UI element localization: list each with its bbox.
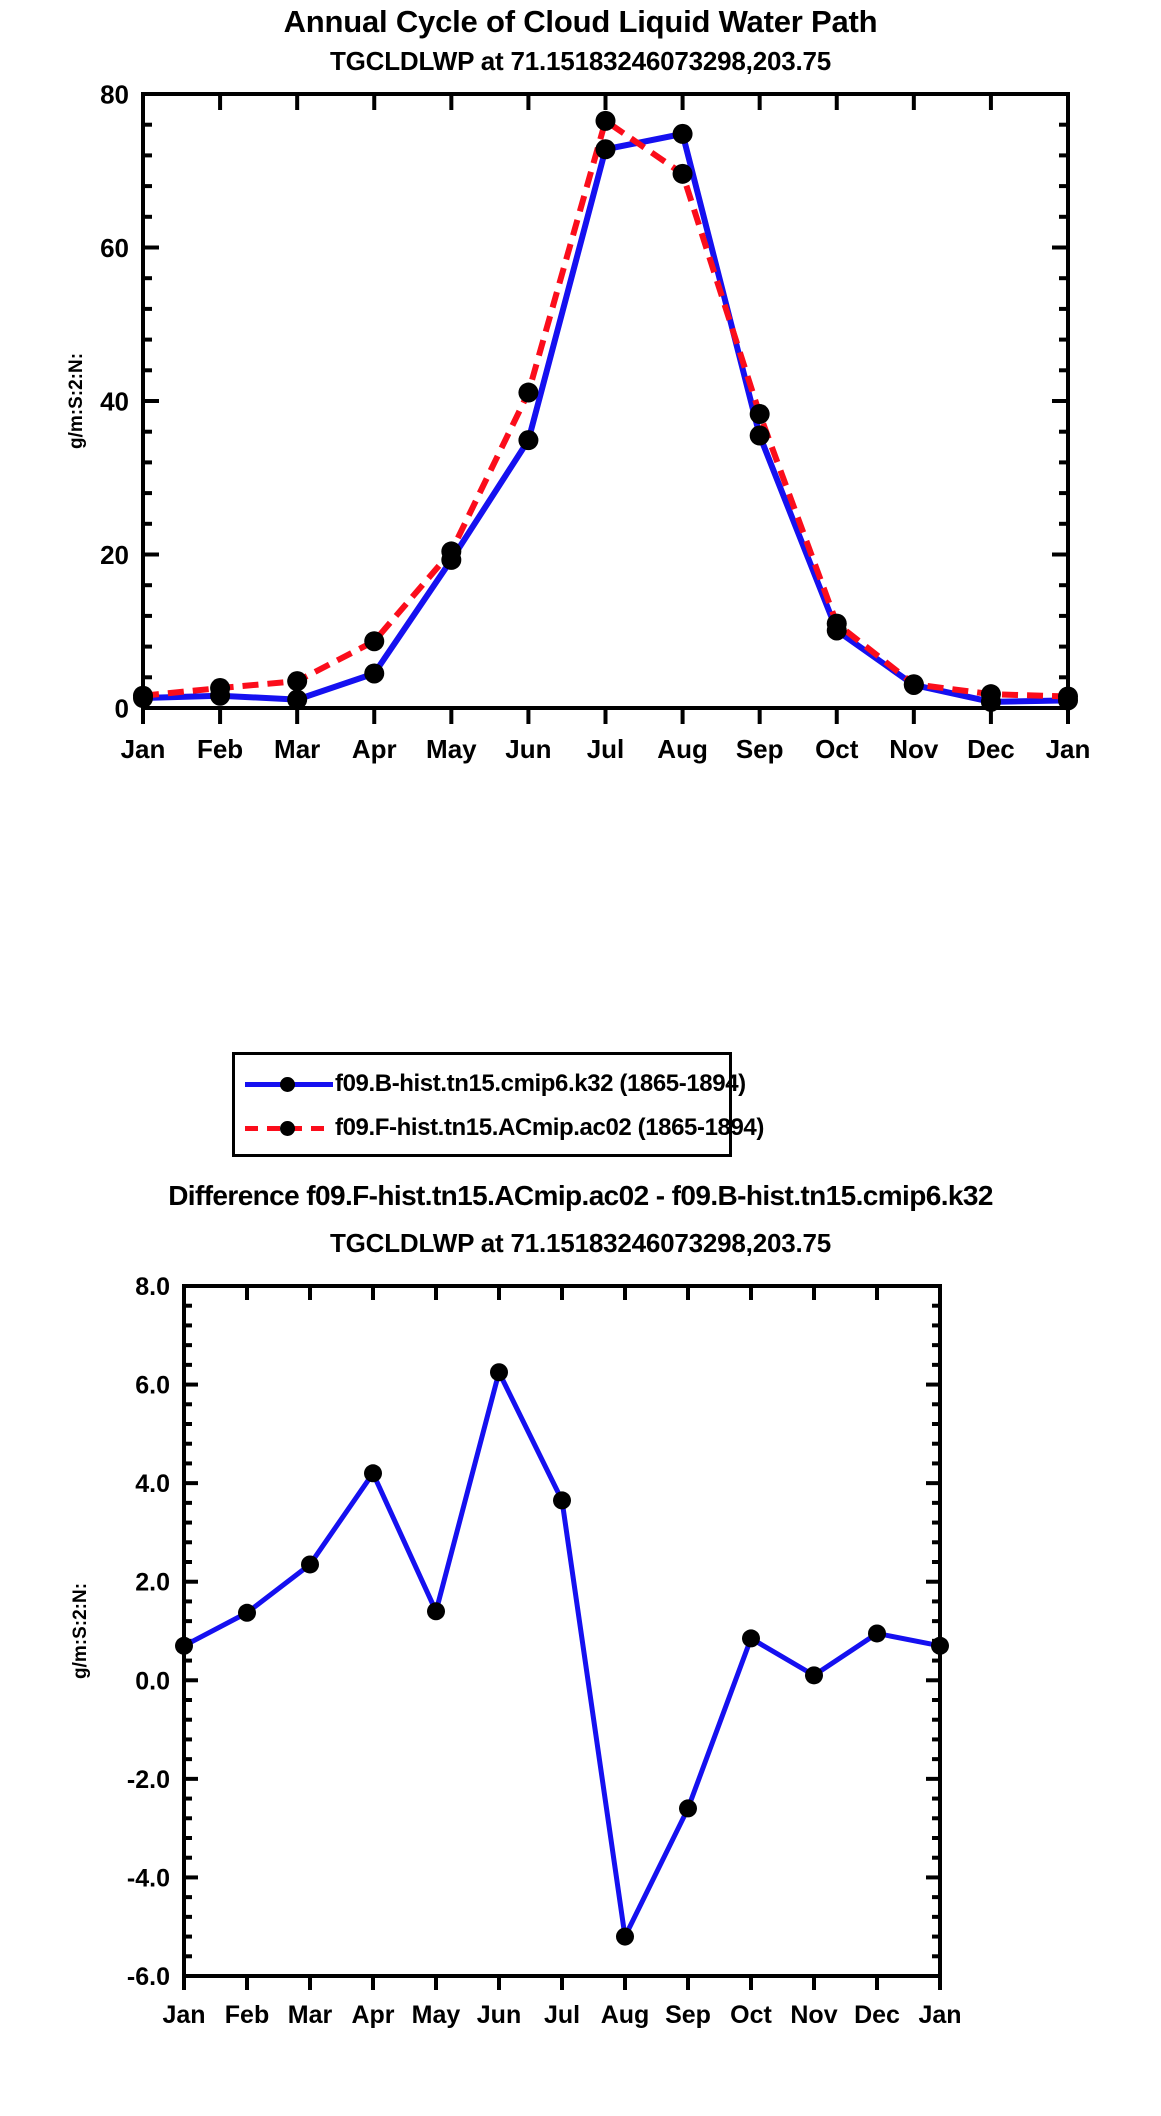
legend-marker-dot — [280, 1121, 295, 1136]
legend-swatch-dashed-line — [245, 1114, 333, 1142]
data-point — [826, 613, 847, 634]
x-tick-label: May — [426, 734, 477, 764]
data-point — [364, 1464, 382, 1483]
y-tick-label: 80 — [100, 79, 129, 109]
x-tick-label: Oct — [730, 2001, 772, 2029]
x-tick-label: Aug — [657, 734, 708, 764]
legend-label-0: f09.B-hist.tn15.cmip6.k32 (1865-1894) — [335, 1070, 746, 1097]
data-point — [980, 684, 1001, 705]
data-point — [518, 430, 539, 451]
y-tick-label: 0.0 — [135, 1667, 170, 1695]
data-point — [616, 1927, 634, 1946]
x-tick-label: Aug — [601, 2001, 650, 2029]
legend-marker-dot — [280, 1077, 295, 1092]
data-point — [749, 425, 770, 446]
y-tick-label: 4.0 — [135, 1470, 170, 1498]
data-point — [427, 1602, 445, 1621]
x-tick-label: May — [412, 2001, 461, 2029]
data-point — [672, 123, 693, 144]
data-point — [742, 1629, 760, 1648]
legend: f09.B-hist.tn15.cmip6.k32 (1865-1894) f0… — [232, 1052, 764, 1157]
x-tick-label: Mar — [288, 2001, 333, 2029]
x-tick-label: Jun — [477, 2001, 521, 2029]
data-point — [679, 1799, 697, 1818]
y-tick-label: 40 — [100, 386, 129, 416]
x-tick-label: Dec — [854, 2001, 900, 2029]
x-tick-label: Feb — [197, 734, 243, 764]
data-point — [672, 163, 693, 184]
legend-item-1: f09.F-hist.tn15.ACmip.ac02 (1865-1894) — [235, 1106, 764, 1150]
data-point — [749, 404, 770, 425]
x-tick-label: Apr — [352, 734, 397, 764]
data-point — [1058, 686, 1078, 707]
data-point — [518, 382, 539, 403]
y-tick-label: -4.0 — [127, 1864, 170, 1892]
data-point — [175, 1636, 193, 1655]
data-point — [553, 1491, 571, 1510]
page-title: Annual Cycle of Cloud Liquid Water Path — [283, 4, 878, 39]
x-tick-label: Jan — [162, 2001, 205, 2029]
data-point — [931, 1636, 949, 1655]
legend-label-1: f09.F-hist.tn15.ACmip.ac02 (1865-1894) — [335, 1114, 764, 1141]
x-tick-label: Mar — [274, 734, 320, 764]
data-point — [490, 1363, 508, 1382]
series-line-0 — [142, 130, 1069, 705]
y-axis-label: g/m:S:2:N: — [70, 1583, 91, 1679]
plot-frame — [182, 1284, 942, 1978]
data-point — [903, 674, 924, 695]
x-tick-label: Jul — [544, 2001, 580, 2029]
plot-frame — [141, 92, 1070, 710]
difference-chart: -6.0 -4.0 -2.0 0.0 2.0 4.0 6.0 8.0 Jan Feb Mar Apr M… — [0, 1250, 1161, 2080]
x-tick-label: Jan — [1046, 734, 1091, 764]
y-tick-label: 60 — [100, 233, 129, 263]
x-tick-label: Sep — [736, 734, 784, 764]
page-subtitle: TGCLDLWP at 71.15183246073298,203.75 — [329, 46, 832, 76]
x-tick-label: Jan — [918, 2001, 961, 2029]
x-tick-label: Jan — [121, 734, 166, 764]
data-point — [441, 541, 462, 562]
x-tick-label: Oct — [815, 734, 859, 764]
y-axis-label: g/m:S:2:N: — [66, 353, 87, 449]
data-point — [868, 1624, 886, 1643]
data-point — [287, 671, 308, 692]
y-tick-label: 0 — [115, 693, 129, 723]
data-point — [805, 1666, 823, 1685]
data-point — [133, 685, 153, 706]
series-line-0 — [182, 1365, 941, 1945]
x-tick-label: Jun — [505, 734, 551, 764]
data-point — [287, 689, 308, 710]
y-tick-label: -2.0 — [127, 1766, 170, 1794]
data-point — [595, 110, 616, 131]
y-tick-label: 2.0 — [135, 1569, 170, 1597]
series-line-1 — [142, 116, 1069, 700]
difference-subtitle: TGCLDLWP at 71.15183246073298,203.75 — [329, 1228, 832, 1258]
x-tick-label: Sep — [665, 2001, 711, 2029]
data-point — [210, 678, 231, 699]
y-tick-label: 8.0 — [135, 1273, 170, 1301]
data-point — [301, 1555, 319, 1574]
x-tick-label: Apr — [351, 2001, 394, 2029]
data-point — [364, 631, 385, 652]
x-tick-label: Nov — [889, 734, 939, 764]
annual-cycle-chart: 0 20 40 60 80 Jan Feb Mar Apr May Jun Jul Aug Sep Oct N… — [0, 70, 1161, 990]
x-tick-label: Jul — [587, 734, 625, 764]
data-point — [238, 1603, 256, 1622]
y-tick-label: 20 — [100, 540, 129, 570]
difference-title: Difference f09.F-hist.tn15.ACmip.ac02 - … — [168, 1180, 993, 1211]
legend-swatch-solid-line — [245, 1070, 333, 1098]
legend-item-0: f09.B-hist.tn15.cmip6.k32 (1865-1894) — [235, 1062, 746, 1106]
data-point — [595, 139, 616, 160]
x-tick-label: Dec — [967, 734, 1015, 764]
x-tick-label: Feb — [225, 2001, 269, 2029]
y-tick-label: 6.0 — [135, 1372, 170, 1400]
x-tick-label: Nov — [790, 2001, 837, 2029]
data-point — [364, 663, 385, 684]
y-tick-label: -6.0 — [127, 1963, 170, 1991]
